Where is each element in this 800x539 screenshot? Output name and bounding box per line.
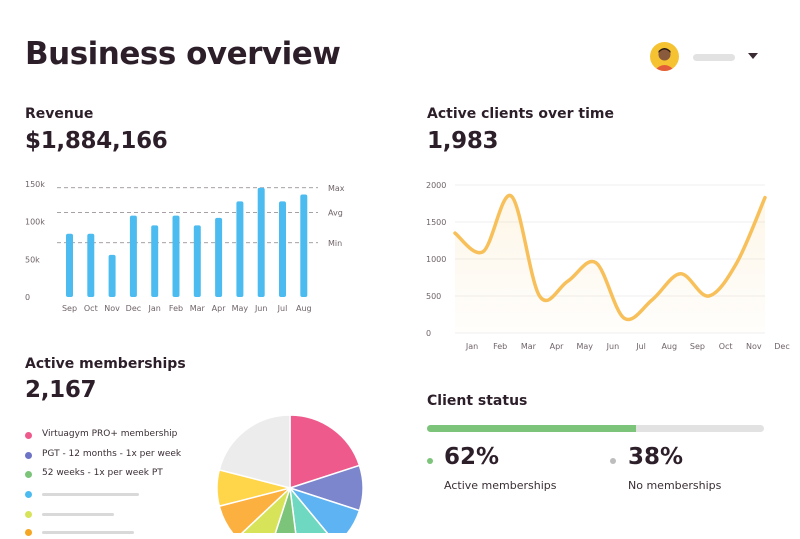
x-tick-label: Feb — [493, 342, 507, 351]
legend-dot — [25, 471, 32, 478]
reference-line-label: Min — [328, 239, 342, 248]
x-tick-label: Nov — [746, 342, 762, 351]
revenue-bar — [193, 225, 201, 297]
pie-slice — [289, 414, 361, 490]
legend-label-placeholder — [42, 513, 114, 516]
y-tick-label: 150k — [25, 180, 45, 189]
x-tick-label: Oct — [719, 342, 733, 351]
y-tick-label: 50k — [25, 255, 40, 264]
y-tick-label: 1500 — [426, 218, 446, 227]
x-tick-label: Dec — [774, 342, 789, 351]
revenue-bar — [257, 187, 265, 297]
pie-slice — [287, 486, 361, 533]
memberships-title: Active memberships — [25, 356, 186, 372]
x-tick-label: Mar — [521, 342, 537, 351]
active-share-fill — [427, 425, 636, 432]
pie-slice — [288, 485, 329, 533]
legend-dot — [25, 491, 32, 498]
x-tick-label: Apr — [550, 342, 565, 351]
x-tick-label: Jun — [254, 304, 268, 313]
x-tick-label: May — [576, 342, 593, 351]
legend-dot — [25, 432, 32, 439]
x-tick-label: Dec — [126, 304, 141, 313]
chevron-down-icon[interactable] — [748, 53, 758, 59]
revenue-bar — [236, 201, 244, 297]
clients-line — [453, 194, 767, 322]
x-tick-label: Jan — [148, 304, 161, 313]
x-tick-label: Apr — [212, 304, 227, 313]
page-title: Business overview — [25, 36, 341, 72]
legend-label: 52 weeks - 1x per week PT — [42, 468, 163, 478]
clients-area-fill — [455, 195, 765, 333]
clients-title: Active clients over time — [427, 106, 614, 122]
no-membership-dot — [610, 458, 616, 464]
status-title: Client status — [427, 393, 528, 409]
legend-label-placeholder — [42, 493, 139, 496]
x-tick-label: Mar — [190, 304, 206, 313]
user-avatar-icon[interactable] — [650, 42, 679, 71]
x-tick-label: Jul — [277, 304, 288, 313]
revenue-bar — [172, 215, 180, 297]
x-tick-label: Aug — [661, 342, 677, 351]
clients-total: 1,983 — [427, 128, 499, 154]
y-tick-label: 0 — [426, 329, 431, 338]
revenue-bar — [87, 233, 95, 297]
revenue-bar — [151, 225, 159, 297]
memberships-total: 2,167 — [25, 377, 97, 403]
x-tick-label: Nov — [104, 304, 120, 313]
revenue-bar — [279, 201, 286, 297]
x-tick-label: Jan — [465, 342, 478, 351]
y-tick-label: 2000 — [426, 181, 446, 190]
memberships-pie-chart — [216, 414, 364, 533]
user-name-placeholder[interactable] — [693, 54, 735, 61]
x-tick-label: Oct — [84, 304, 98, 313]
y-tick-label: 100k — [25, 218, 45, 227]
active-percent: 62% — [444, 444, 500, 470]
revenue-bar — [300, 194, 308, 297]
revenue-bar — [66, 233, 73, 297]
no-membership-label: No memberships — [628, 479, 722, 492]
x-tick-label: Jun — [606, 342, 620, 351]
x-tick-label: Jul — [635, 342, 646, 351]
revenue-bar — [108, 254, 116, 297]
active-label: Active memberships — [444, 479, 557, 492]
legend-label: Virtuagym PRO+ membership — [42, 429, 178, 439]
x-tick-label: Sep — [690, 342, 705, 351]
legend-dot — [25, 511, 32, 518]
pie-slice — [218, 414, 291, 489]
y-tick-label: 0 — [25, 293, 30, 302]
clients-line-chart: 2000 1500 1000 500 0 Jan Feb Mar Apr May Jun Jul Aug… — [426, 181, 790, 351]
x-tick-label: Aug — [296, 304, 312, 313]
y-tick-label: 500 — [426, 292, 441, 301]
no-membership-percent: 38% — [628, 444, 684, 470]
revenue-bar — [215, 217, 223, 297]
x-tick-label: May — [232, 304, 249, 313]
reference-line-label: Avg — [328, 209, 343, 218]
x-tick-label: Sep — [62, 304, 77, 313]
reference-line-label: Max — [328, 184, 345, 193]
legend-dot — [25, 452, 32, 459]
revenue-title: Revenue — [25, 106, 94, 122]
pie-slice — [274, 487, 297, 533]
active-dot — [427, 458, 433, 464]
x-tick-label: Feb — [169, 304, 183, 313]
revenue-total: $1,884,166 — [25, 128, 168, 154]
legend-label: PGT - 12 months - 1x per week — [42, 449, 182, 459]
client-status-bar — [427, 425, 764, 432]
revenue-bar-chart: 150k 100k 50k 0 Max Avg Min Sep Oct Nov Dec Jan Feb M… — [25, 180, 345, 313]
revenue-bar — [129, 215, 137, 297]
y-tick-label: 1000 — [426, 255, 446, 264]
avatar-image — [654, 48, 675, 71]
